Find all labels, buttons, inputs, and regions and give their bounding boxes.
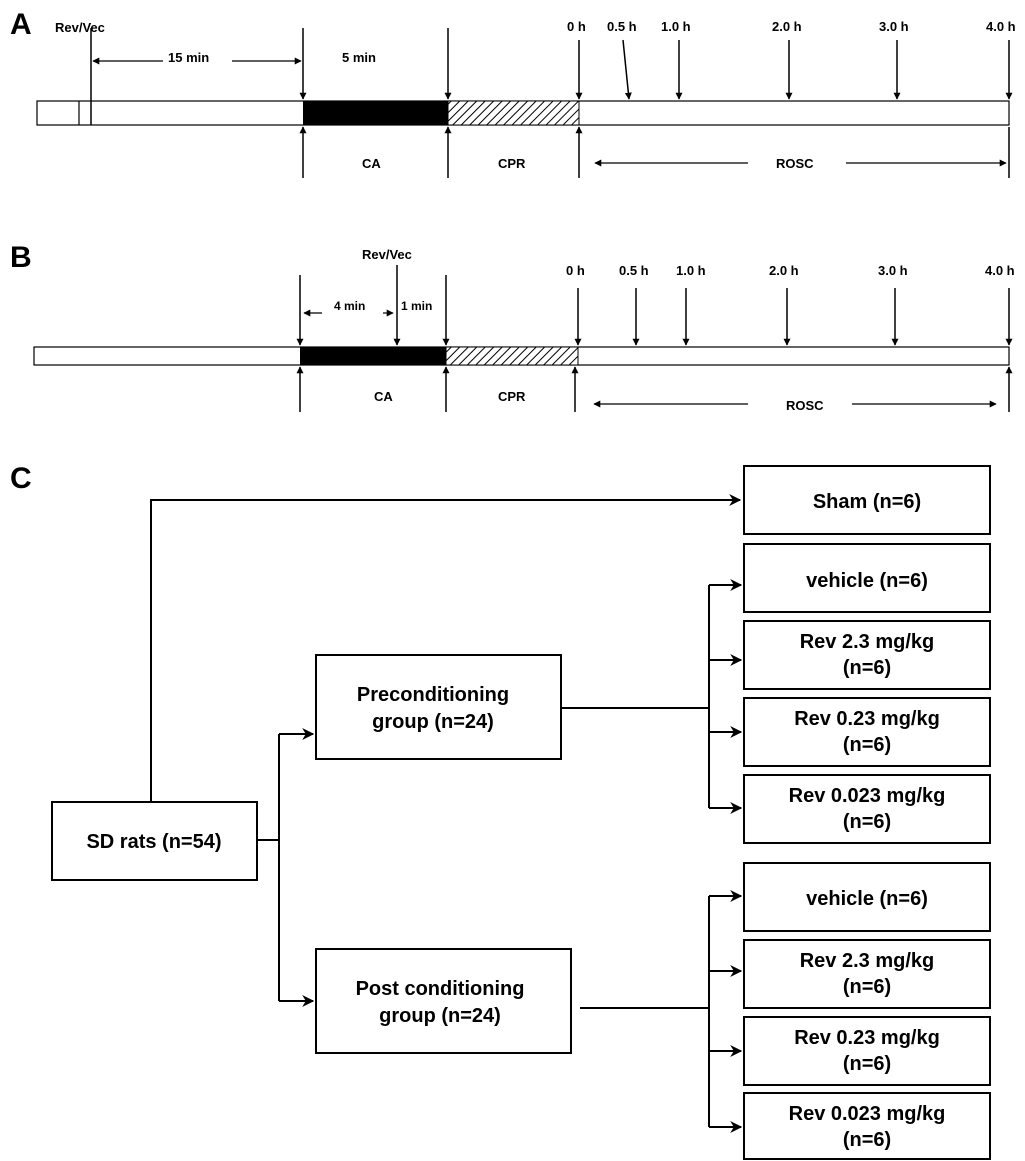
panel-a-time-0.5h: 0.5 h — [607, 19, 637, 34]
pre-arm-rev-0.023-box — [743, 774, 991, 844]
panel-a-label: A — [10, 8, 32, 41]
pre-arm-rev-2.3-n: (n=6) — [843, 657, 891, 679]
sham-label: Sham (n=6) — [813, 491, 921, 513]
panel-a-time-0h: 0 h — [567, 19, 586, 34]
post-arm-rev-2.3-dose: Rev 2.3 mg/kg — [800, 950, 935, 972]
pre-arm-vehicle-label: vehicle (n=6) — [806, 570, 928, 592]
pre-arm-rev-0.23-box — [743, 697, 991, 767]
panel-b-cpr-segment — [445, 346, 579, 366]
panel-b-1min-label: 1 min — [401, 299, 432, 313]
panel-a-time-2h: 2.0 h — [772, 19, 802, 34]
panel-b-label: B — [10, 241, 32, 274]
post-arm-vehicle-box — [743, 862, 991, 932]
postconditioning-group-box — [315, 948, 572, 1054]
panel-b-cpr-label: CPR — [498, 389, 526, 404]
panel-c: C SD rats (n=54) Sham (n=6) Precondition… — [10, 462, 991, 1160]
pre-arm-vehicle-box — [743, 543, 991, 613]
panel-a-0.5h-arrow — [622, 39, 632, 100]
panel-b-time-2h: 2.0 h — [769, 263, 799, 278]
panel-b-time-1h: 1.0 h — [676, 263, 706, 278]
post-arm-rev-0.023-dose: Rev 0.023 mg/kg — [789, 1103, 946, 1125]
post-arm-rev-0.023-box — [743, 1092, 991, 1160]
post-arm-rev-0.23-n: (n=6) — [843, 1053, 891, 1075]
panel-a-15min-label: 15 min — [168, 50, 209, 65]
post-arm-rev-2.3-box — [743, 939, 991, 1009]
panel-a-time-1h: 1.0 h — [661, 19, 691, 34]
panel-c-label: C — [10, 462, 32, 495]
panel-a-rosc-label: ROSC — [776, 156, 814, 171]
panel-b-rev-vec-label: Rev/Vec — [362, 247, 412, 262]
postconditioning-group-line2: group (n=24) — [379, 1005, 501, 1027]
panel-b-rosc-label: ROSC — [786, 398, 824, 413]
pre-arm-rev-0.23-n: (n=6) — [843, 734, 891, 756]
panel-b-time-0.5h: 0.5 h — [619, 263, 649, 278]
panel-a: A Rev/Vec 15 min 5 min 0 h 0.5 h 1.0 h 2… — [10, 8, 1016, 178]
panel-b-time-3h: 3.0 h — [878, 263, 908, 278]
preconditioning-group-box — [315, 654, 562, 760]
pre-arm-rev-0.023-n: (n=6) — [843, 811, 891, 833]
postconditioning-group-line1: Post conditioning — [356, 978, 525, 1000]
panel-b-ca-segment — [300, 347, 446, 365]
pre-arm-rev-2.3-dose: Rev 2.3 mg/kg — [800, 631, 935, 653]
post-arm-rev-0.23-dose: Rev 0.23 mg/kg — [794, 1027, 940, 1049]
root-to-sham-connector — [150, 494, 742, 802]
panel-a-ca-segment — [303, 101, 448, 125]
panel-a-ca-label: CA — [362, 156, 381, 171]
panel-a-rev-vec-label: Rev/Vec — [55, 20, 105, 35]
panel-b-time-4h: 4.0 h — [985, 263, 1015, 278]
sham-box — [743, 465, 991, 535]
post-arm-vehicle-label: vehicle (n=6) — [806, 888, 928, 910]
pre-arm-rev-0.23-dose: Rev 0.23 mg/kg — [794, 708, 940, 730]
post-arm-rev-0.023-n: (n=6) — [843, 1129, 891, 1151]
panel-a-cpr-segment — [447, 100, 580, 126]
post-arm-rev-2.3-n: (n=6) — [843, 976, 891, 998]
panel-a-cpr-label: CPR — [498, 156, 526, 171]
panel-a-time-4h: 4.0 h — [986, 19, 1016, 34]
sd-rats-label: SD rats (n=54) — [86, 831, 221, 853]
panel-b-ca-label: CA — [374, 389, 393, 404]
post-arm-rev-0.23-box — [743, 1016, 991, 1086]
panel-b: B Rev/Vec 4 min 1 min 0 h 0.5 h 1.0 h 2.… — [10, 241, 1015, 413]
panel-a-time-3h: 3.0 h — [879, 19, 909, 34]
preconditioning-group-line1: Preconditioning — [357, 684, 509, 706]
panel-a-5min-label: 5 min — [342, 50, 376, 65]
panel-b-time-0h: 0 h — [566, 263, 585, 278]
panel-b-4min-label: 4 min — [334, 299, 365, 313]
preconditioning-group-line2: group (n=24) — [372, 711, 494, 733]
pre-arm-rev-2.3-box — [743, 620, 991, 690]
pre-arm-rev-0.023-dose: Rev 0.023 mg/kg — [789, 785, 946, 807]
